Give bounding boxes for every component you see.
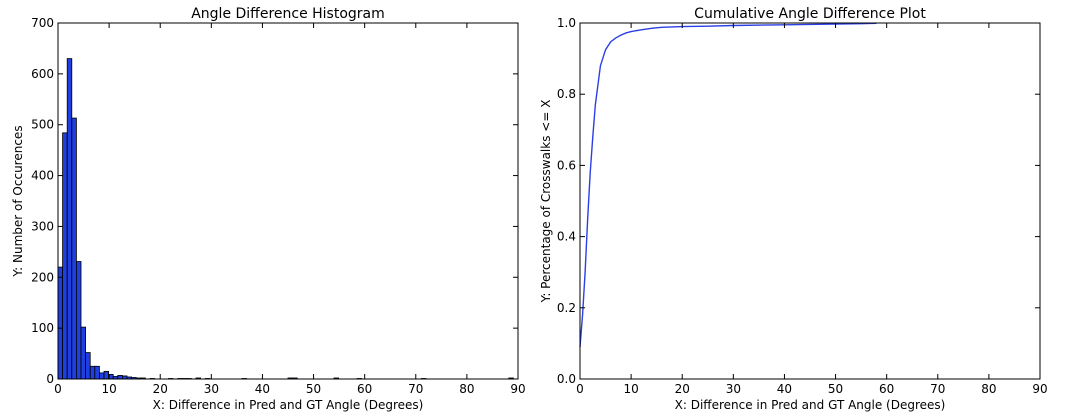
y-tick-label: 0 — [46, 372, 54, 386]
cumulative-title: Cumulative Angle Difference Plot — [694, 6, 926, 22]
y-tick-label: 400 — [31, 169, 54, 183]
x-tick-label: 0 — [576, 382, 584, 396]
x-tick-label: 20 — [153, 382, 168, 396]
histogram-bar — [66, 58, 73, 380]
cumulative-axes-frame — [579, 22, 1041, 380]
cumulative-series-line — [579, 22, 877, 348]
histogram-bar — [94, 365, 100, 380]
y-tick-label: 700 — [31, 16, 54, 30]
histogram-chart: Angle Difference Histogram 0 10 20 30 40 50 60… — [11, 6, 526, 412]
y-tick-label: 600 — [31, 67, 54, 81]
histogram-bar — [62, 132, 68, 380]
histogram-axes-frame — [57, 22, 519, 380]
histogram-bar — [71, 117, 77, 380]
y-tick-label: 0.6 — [557, 158, 576, 172]
y-tick-label: 1.0 — [557, 16, 576, 30]
y-tick-label: 0.0 — [557, 372, 576, 386]
x-tick-label: 60 — [879, 382, 894, 396]
x-tick-label: 60 — [357, 382, 372, 396]
cumulative-x-ticks: 0 10 20 30 40 50 60 70 80 90 — [576, 23, 1048, 396]
x-tick-label: 70 — [930, 382, 945, 396]
histogram-x-label: X: Difference in Pred and GT Angle (Degr… — [153, 398, 424, 412]
cumulative-y-ticks: 0.0 0.2 0.4 0.6 0.8 1.0 — [557, 16, 1040, 386]
x-tick-label: 90 — [1032, 382, 1047, 396]
cumulative-y-label: Y: Percentage of Crosswalks <= X — [539, 100, 553, 304]
histogram-bar — [117, 375, 123, 380]
x-tick-label: 90 — [510, 382, 525, 396]
histogram-bar — [85, 352, 91, 380]
x-tick-label: 50 — [306, 382, 321, 396]
cumulative-x-label: X: Difference in Pred and GT Angle (Degr… — [675, 398, 946, 412]
y-tick-label: 0.4 — [557, 230, 576, 244]
x-tick-label: 70 — [408, 382, 423, 396]
x-tick-label: 40 — [255, 382, 270, 396]
x-tick-label: 10 — [623, 382, 638, 396]
histogram-bar — [103, 370, 109, 380]
histogram-bar — [99, 372, 105, 380]
histogram-y-label: Y: Number of Occurences — [11, 125, 25, 277]
y-tick-label: 0.2 — [557, 301, 576, 315]
histogram-y-ticks: 0 100 200 300 400 500 600 700 — [31, 16, 518, 386]
histogram-bar — [80, 326, 86, 380]
cumulative-chart: Cumulative Angle Difference Plot 0 10 20 30… — [539, 6, 1048, 412]
x-tick-label: 30 — [726, 382, 741, 396]
y-tick-label: 500 — [31, 118, 54, 132]
x-tick-label: 50 — [828, 382, 843, 396]
y-tick-label: 100 — [31, 321, 54, 335]
histogram-bar — [76, 261, 82, 380]
histogram-x-ticks: 0 10 20 30 40 50 60 70 80 90 — [54, 23, 526, 396]
y-tick-label: 300 — [31, 219, 54, 233]
y-tick-label: 0.8 — [557, 87, 576, 101]
x-tick-label: 80 — [459, 382, 474, 396]
x-tick-label: 40 — [777, 382, 792, 396]
histogram-bars — [57, 58, 514, 380]
histogram-bar — [89, 365, 96, 380]
x-tick-label: 20 — [675, 382, 690, 396]
x-tick-label: 30 — [204, 382, 219, 396]
y-tick-label: 200 — [31, 270, 54, 284]
x-tick-label: 0 — [54, 382, 62, 396]
x-tick-label: 10 — [101, 382, 116, 396]
histogram-title: Angle Difference Histogram — [191, 6, 385, 22]
x-tick-label: 80 — [981, 382, 996, 396]
histogram-bar — [57, 266, 63, 380]
